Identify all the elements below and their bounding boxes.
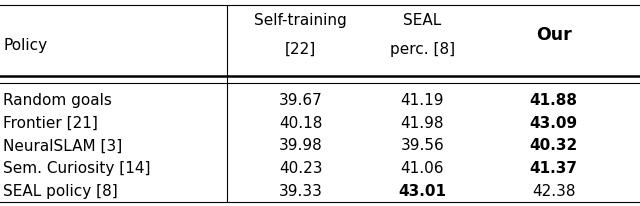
Text: 42.38: 42.38 — [532, 183, 575, 198]
Text: 39.33: 39.33 — [279, 183, 323, 198]
Text: 41.98: 41.98 — [401, 115, 444, 130]
Text: SEAL: SEAL — [403, 13, 442, 28]
Text: Self-training: Self-training — [255, 13, 347, 28]
Text: 43.09: 43.09 — [529, 115, 578, 130]
Text: 41.19: 41.19 — [401, 92, 444, 107]
Text: 41.88: 41.88 — [530, 92, 578, 107]
Text: Sem. Curiosity [14]: Sem. Curiosity [14] — [3, 160, 150, 175]
Text: perc. [8]: perc. [8] — [390, 42, 455, 57]
Text: 39.56: 39.56 — [401, 138, 444, 153]
Text: Our: Our — [536, 26, 572, 44]
Text: 39.98: 39.98 — [279, 138, 323, 153]
Text: 43.01: 43.01 — [398, 183, 447, 198]
Text: Policy: Policy — [3, 38, 47, 53]
Text: 40.32: 40.32 — [529, 138, 578, 153]
Text: Random goals: Random goals — [3, 92, 112, 107]
Text: SEAL policy [8]: SEAL policy [8] — [3, 183, 118, 198]
Text: 41.06: 41.06 — [401, 160, 444, 175]
Text: 40.18: 40.18 — [279, 115, 323, 130]
Text: Frontier [21]: Frontier [21] — [3, 115, 98, 130]
Text: [22]: [22] — [285, 42, 316, 57]
Text: NeuralSLAM [3]: NeuralSLAM [3] — [3, 138, 122, 153]
Text: 41.37: 41.37 — [530, 160, 578, 175]
Text: 40.23: 40.23 — [279, 160, 323, 175]
Text: 39.67: 39.67 — [279, 92, 323, 107]
